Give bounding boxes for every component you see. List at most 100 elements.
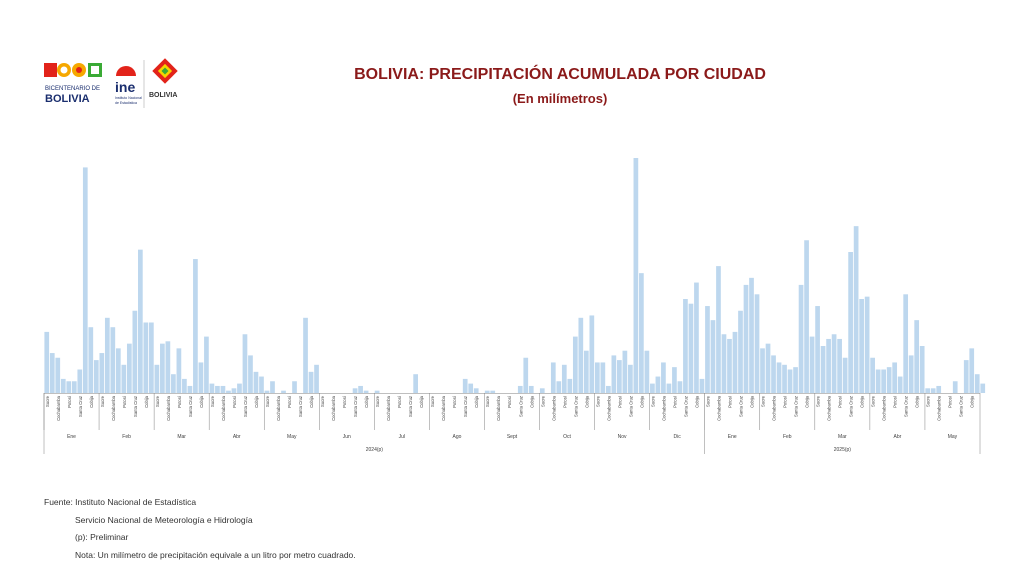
year-label: 2024(p) bbox=[366, 447, 384, 453]
bar bbox=[963, 360, 969, 393]
bar bbox=[661, 362, 666, 393]
bar bbox=[104, 317, 110, 393]
city-tick-label: Cochabamba bbox=[56, 395, 61, 421]
city-tick-label: Potosí bbox=[232, 395, 237, 408]
bar bbox=[143, 322, 149, 393]
bar bbox=[473, 388, 479, 393]
city-tick-label: Santa Cruz bbox=[78, 396, 83, 417]
bar bbox=[358, 385, 363, 393]
bar bbox=[204, 336, 209, 393]
bar bbox=[875, 369, 881, 393]
bar bbox=[705, 306, 710, 393]
city-tick-label: Potosí bbox=[617, 395, 622, 408]
city-tick-label: Potosí bbox=[893, 395, 898, 408]
city-tick-label: Sucre bbox=[540, 395, 545, 407]
month-label: Nov bbox=[618, 434, 627, 440]
chart-subtitle: (En milímetros) bbox=[512, 91, 608, 106]
bar bbox=[270, 381, 275, 393]
bar bbox=[468, 383, 474, 393]
bar bbox=[628, 364, 633, 393]
bar bbox=[462, 378, 468, 393]
bar bbox=[115, 348, 121, 393]
city-tick-label: Cobija bbox=[860, 395, 865, 408]
year-label: 2025(p) bbox=[834, 447, 852, 453]
city-tick-label: Cochabamba bbox=[441, 395, 446, 421]
bar bbox=[666, 383, 672, 393]
city-tick-label: Potosí bbox=[562, 395, 567, 408]
bar bbox=[132, 310, 138, 393]
bar bbox=[226, 390, 231, 393]
ine-logo: ine Instituto Nacional de Estadística bbox=[115, 66, 142, 105]
city-tick-label: Santa Cruz bbox=[794, 396, 799, 417]
month-label: Jul bbox=[399, 434, 405, 440]
bar bbox=[831, 334, 837, 393]
bar bbox=[484, 390, 490, 393]
month-label: Jun bbox=[343, 434, 351, 440]
bar bbox=[886, 367, 892, 393]
city-tick-label: Potosí bbox=[287, 395, 292, 408]
bar bbox=[121, 364, 127, 393]
bar bbox=[281, 390, 286, 393]
city-tick-label: Sucre bbox=[595, 395, 600, 407]
bar bbox=[264, 390, 270, 393]
bar bbox=[908, 355, 914, 393]
city-tick-label: Cochabamba bbox=[386, 395, 391, 421]
bar bbox=[798, 284, 804, 393]
bar bbox=[231, 388, 237, 393]
bar bbox=[60, 378, 66, 393]
city-tick-label: Cochabamba bbox=[882, 395, 887, 421]
city-tick-label: Potosí bbox=[177, 395, 182, 408]
city-tick-label: Cochabamba bbox=[937, 395, 942, 421]
bar bbox=[738, 310, 743, 393]
city-tick-label: Potosí bbox=[397, 395, 402, 408]
bar bbox=[952, 381, 958, 393]
bar bbox=[611, 355, 617, 393]
city-tick-label: Sucre bbox=[155, 395, 160, 407]
bar bbox=[743, 284, 749, 393]
bar bbox=[870, 357, 875, 393]
city-tick-label: Potosí bbox=[672, 395, 677, 408]
bar bbox=[187, 385, 193, 393]
bar bbox=[413, 374, 418, 393]
month-label: Abr bbox=[233, 434, 241, 440]
bar bbox=[606, 385, 611, 393]
bar bbox=[160, 343, 165, 393]
svg-text:Instituto Nacional: Instituto Nacional bbox=[115, 96, 142, 100]
footer-preliminary: (p): Preliminar bbox=[75, 532, 129, 542]
city-tick-label: Potosí bbox=[122, 395, 127, 408]
bar bbox=[936, 385, 942, 393]
bar bbox=[655, 376, 661, 393]
bar bbox=[914, 320, 920, 393]
city-tick-label: Santa Cruz bbox=[904, 396, 909, 417]
month-label: Oct bbox=[563, 434, 571, 440]
city-tick-label: Cobija bbox=[144, 395, 149, 408]
city-tick-label: Cochabamba bbox=[166, 395, 171, 421]
city-tick-label: Potosí bbox=[342, 395, 347, 408]
city-tick-label: Santa Cruz bbox=[408, 396, 413, 417]
city-tick-label: Cobija bbox=[89, 395, 94, 408]
bar bbox=[969, 348, 975, 393]
bar bbox=[215, 385, 220, 393]
bar bbox=[760, 348, 765, 393]
month-label: Feb bbox=[783, 434, 792, 440]
bar bbox=[578, 317, 584, 393]
month-label: Abr bbox=[894, 434, 902, 440]
city-tick-label: Cochabamba bbox=[111, 395, 116, 421]
month-label: Ene bbox=[67, 434, 76, 440]
bar bbox=[182, 378, 187, 393]
bar bbox=[622, 350, 628, 393]
bar bbox=[892, 362, 898, 393]
bar bbox=[292, 381, 297, 393]
bar bbox=[259, 376, 264, 393]
city-tick-label: Cobija bbox=[694, 395, 699, 408]
bar bbox=[567, 378, 573, 393]
bar bbox=[848, 252, 853, 393]
svg-text:de Estadística: de Estadística bbox=[115, 101, 137, 105]
bar bbox=[352, 388, 358, 393]
month-label: Ene bbox=[728, 434, 737, 440]
city-tick-label: Cochabamba bbox=[716, 395, 721, 421]
bar bbox=[639, 273, 644, 393]
city-tick-label: Cobija bbox=[970, 395, 975, 408]
bar bbox=[126, 343, 132, 393]
